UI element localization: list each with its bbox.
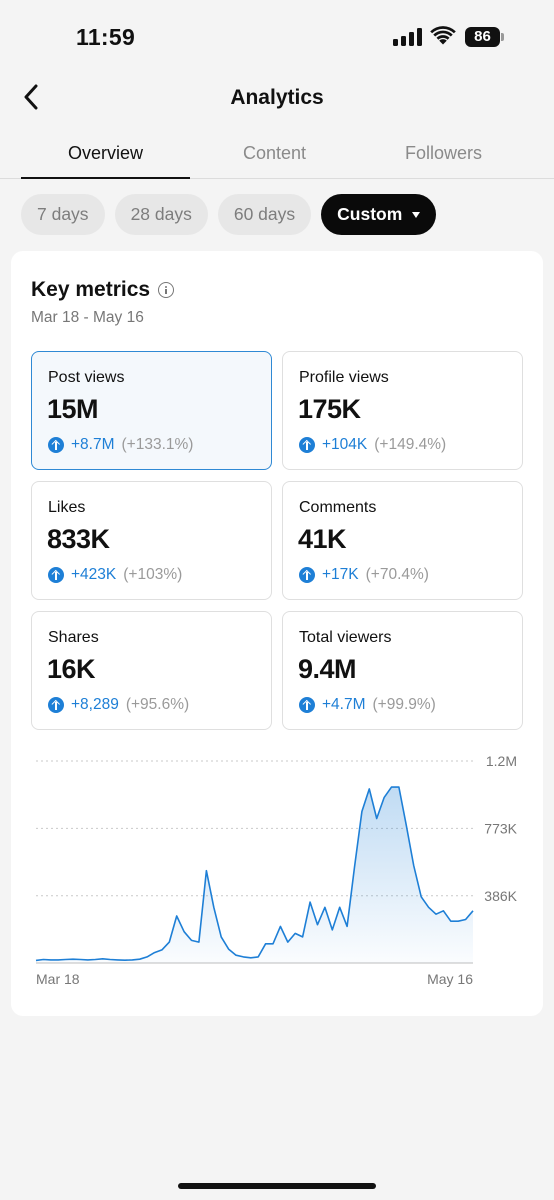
metric-label: Profile views [299,369,389,386]
date-range-selector: 7 days 28 days 60 days Custom [21,194,437,235]
series-area [36,787,473,963]
metric-shares[interactable]: Shares 16K +8,289 (+95.6%) [31,611,272,730]
x-tick-label-start: Mar 18 [36,971,80,987]
x-tick-label-end: May 16 [427,971,473,987]
tab-content[interactable]: Content [242,143,307,163]
tab-overview[interactable]: Overview [21,134,190,179]
chart-svg: 1.2M 773K 386K Mar 18 May 16 [35,753,518,987]
metric-change-percent: (+149.4%) [374,436,447,453]
metric-likes[interactable]: Likes 833K +423K (+103%) [31,481,272,600]
caret-down-icon [412,211,421,218]
metric-value: 15M [47,394,99,424]
metric-value: 175K [298,394,361,424]
home-indicator[interactable] [178,1183,376,1189]
key-metrics-heading: Key metrics [31,278,175,302]
metric-value: 16K [47,654,96,684]
y-tick-label: 1.2M [486,753,517,769]
metric-change-value: +8.7M [71,436,115,453]
range-custom-dropdown[interactable]: Custom [321,194,437,235]
arrow-up-icon [299,437,315,453]
key-metrics-card: Key metrics Mar 18 - May 16 Post views 1… [11,251,543,1016]
metric-change: +8.7M (+133.1%) [48,436,193,454]
y-tick-label: 773K [484,820,517,836]
metric-change-percent: (+133.1%) [121,436,194,453]
metric-value: 9.4M [298,654,357,684]
metric-change-value: +4.7M [322,696,366,713]
tab-followers[interactable]: Followers [404,143,483,163]
metric-label: Shares [48,629,99,646]
range-60-days-chip[interactable]: 60 days [217,194,312,235]
metric-profile-views[interactable]: Profile views 175K +104K (+149.4%) [282,351,523,470]
wifi-icon [430,26,456,45]
metric-change-value: +104K [322,436,368,453]
metric-change: +104K (+149.4%) [299,436,446,454]
metric-label: Total viewers [299,629,392,646]
y-tick-label: 386K [484,888,517,904]
tab-bar: Overview Content Followers [0,134,554,179]
page-title: Analytics [230,86,324,109]
metric-change-percent: (+99.9%) [372,696,436,713]
range-28-days-chip[interactable]: 28 days [114,194,208,235]
key-metrics-title: Key metrics [31,278,151,301]
metric-post-views[interactable]: Post views 15M +8.7M (+133.1%) [31,351,272,470]
metric-change-value: +423K [71,566,117,583]
metric-change: +4.7M (+99.9%) [299,696,436,714]
metric-change: +8,289 (+95.6%) [48,696,189,714]
metric-change-value: +17K [322,566,359,583]
metric-change-percent: (+95.6%) [125,696,190,713]
metric-comments[interactable]: Comments 41K +17K (+70.4%) [282,481,523,600]
metric-change-value: +8,289 [71,696,119,713]
status-time: 11:59 [76,24,136,50]
nav-bar: Analytics [0,74,554,124]
metric-label: Comments [299,499,377,516]
metric-value: 833K [47,524,110,554]
back-button[interactable] [14,80,48,114]
metric-change-percent: (+103%) [123,566,183,583]
metric-label: Likes [48,499,86,516]
arrow-up-icon [299,697,315,713]
metric-label: Post views [48,369,125,386]
metric-change: +17K (+70.4%) [299,566,429,584]
battery-level: 86 [465,27,500,47]
arrow-up-icon [299,567,315,583]
arrow-up-icon [48,697,64,713]
cellular-signal-icon [393,28,422,46]
metric-change-percent: (+70.4%) [365,566,429,583]
metric-value: 41K [298,524,347,554]
range-7-days-chip[interactable]: 7 days [21,194,105,235]
metric-change: +423K (+103%) [48,566,182,584]
status-bar: 11:59 86 [0,0,554,74]
arrow-up-icon [48,567,64,583]
key-metrics-date-range: Mar 18 - May 16 [31,309,144,326]
series-line [35,786,474,962]
battery-icon: 86 [465,27,505,47]
range-custom-label: Custom [337,204,403,224]
arrow-up-icon [48,437,64,453]
post-views-chart[interactable]: 1.2M 773K 386K Mar 18 May 16 [11,741,543,1001]
chevron-left-icon [24,84,38,110]
metric-total-viewers[interactable]: Total viewers 9.4M +4.7M (+99.9%) [282,611,523,730]
info-icon[interactable] [158,282,175,298]
